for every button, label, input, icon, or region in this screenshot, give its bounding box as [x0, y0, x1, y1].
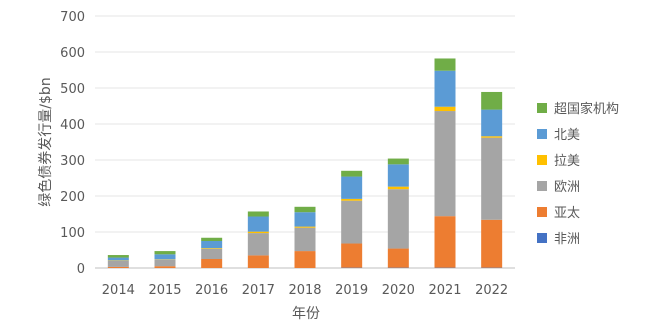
bar-segment — [481, 136, 503, 138]
bar-segment — [387, 248, 409, 268]
bar-segment — [481, 219, 503, 268]
y-tick-label: 300 — [60, 154, 85, 169]
legend-label: 超国家机构 — [554, 101, 619, 117]
x-tick-label: 2019 — [335, 283, 368, 298]
bar-segment — [107, 260, 129, 267]
legend-swatch — [537, 103, 547, 113]
bar-segment — [387, 158, 409, 165]
bar-segment — [294, 212, 316, 227]
legend-swatch — [537, 155, 547, 165]
x-axis-ticks: 2014 2015 2016 2017 2018 2019 2020 2021 2022 — [102, 283, 508, 298]
bar-segment — [341, 170, 363, 177]
bar-segment — [481, 109, 503, 137]
bar-segment — [387, 186, 409, 190]
bar-segment — [294, 206, 316, 213]
bar-segment — [294, 251, 316, 268]
y-tick-label: 700 — [60, 10, 85, 25]
x-tick-label: 2017 — [242, 283, 275, 298]
bar-segment — [154, 266, 176, 268]
y-tick-label: 600 — [60, 46, 85, 61]
legend-swatch — [537, 233, 547, 243]
legend-label: 拉美 — [554, 154, 580, 169]
bar-segment — [154, 251, 176, 255]
x-tick-label: 2020 — [382, 283, 415, 298]
bar-segment — [341, 198, 363, 201]
legend-label: 北美 — [554, 128, 580, 143]
bar-segment — [247, 216, 269, 232]
bar-segment — [341, 200, 363, 244]
legend-label: 非洲 — [554, 232, 580, 247]
y-tick-label: 0 — [77, 262, 85, 277]
bar-segment — [434, 106, 456, 112]
bar-segment — [294, 227, 316, 252]
bar-segment — [481, 137, 503, 220]
bar-segment — [434, 58, 456, 71]
legend-swatch — [537, 207, 547, 217]
legend-swatch — [537, 181, 547, 191]
x-tick-label: 2021 — [428, 283, 461, 298]
bar-segment — [481, 91, 503, 110]
bar-segment — [434, 111, 456, 217]
bar-segment — [434, 70, 456, 107]
bar-segment — [201, 241, 223, 249]
bar-segment — [107, 257, 129, 261]
x-tick-label: 2014 — [102, 283, 135, 298]
x-axis-title: 年份 — [292, 306, 320, 322]
bar-segment — [387, 189, 409, 249]
y-tick-label: 500 — [60, 82, 85, 97]
gridlines — [95, 15, 515, 269]
legend-label: 欧洲 — [554, 180, 580, 195]
bar-segment — [387, 164, 409, 187]
y-tick-label: 400 — [60, 118, 85, 133]
y-axis-ticks: 0 100 200 300 400 500 600 700 — [60, 10, 85, 277]
bar-segment — [247, 231, 269, 234]
bar-segment — [201, 248, 223, 259]
bar-segment — [107, 266, 129, 268]
x-tick-label: 2018 — [288, 283, 321, 298]
x-tick-label: 2015 — [148, 283, 181, 298]
y-tick-label: 200 — [60, 190, 85, 205]
legend-swatch — [537, 129, 547, 139]
bar-segment — [247, 211, 269, 217]
bar-segment — [341, 176, 363, 199]
bar-segment — [201, 259, 223, 268]
bar-segment — [107, 255, 129, 258]
bars — [107, 58, 503, 268]
bar-segment — [247, 233, 269, 256]
y-axis-title: 绿色债券发行量/$bn — [37, 77, 54, 206]
y-tick-label: 100 — [60, 226, 85, 241]
bar-segment — [434, 216, 456, 268]
bar-segment — [247, 255, 269, 268]
legend-label: 亚太 — [554, 206, 580, 221]
x-tick-label: 2016 — [195, 283, 228, 298]
bar-segment — [154, 254, 176, 260]
x-tick-label: 2022 — [475, 283, 508, 298]
bar-segment — [154, 259, 176, 267]
bar-segment — [201, 248, 223, 249]
bar-segment — [341, 243, 363, 268]
bar-segment — [201, 237, 223, 241]
bar-segment — [294, 226, 316, 228]
